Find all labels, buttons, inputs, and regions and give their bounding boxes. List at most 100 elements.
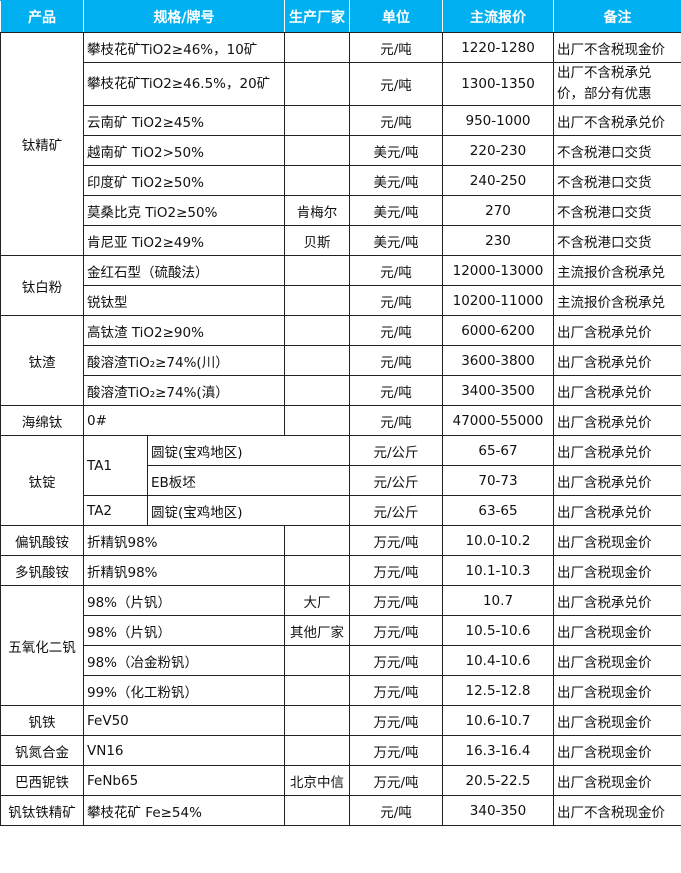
note-cell: 出厂含税现金价 [553,735,681,766]
price-cell: 220-230 [442,135,554,166]
price-cell: 950-1000 [442,105,554,136]
maker-cell: 北京中信 [284,765,350,796]
unit-cell: 元/公斤 [349,465,443,496]
note-cell: 不含税港口交货 [553,195,681,226]
spec-cell: 印度矿 TiO2≥50% [83,165,285,196]
price-cell: 12000-13000 [442,255,554,286]
note-cell: 出厂含税现金价 [553,645,681,676]
price-cell: 47000-55000 [442,405,554,436]
table-row: 云南矿 TiO2≥45% 元/吨 950-1000 出厂不含税承兑价 [1,105,681,136]
spec-cell: 酸溶渣TiO₂≥74%(滇） [83,375,285,406]
note-cell: 出厂含税现金价 [553,705,681,736]
table-row: 钒钛铁精矿 攀枝花矿 Fe≥54% 元/吨 340-350 出厂不含税现金价 [0,795,681,826]
price-cell: 65-67 [442,435,554,466]
price-cell: 10.1-10.3 [442,555,554,586]
table-row: 肯尼亚 TiO2≥49% 贝斯 美元/吨 230 不含税港口交货 [1,225,681,256]
price-cell: 12.5-12.8 [442,675,554,706]
maker-cell: 其他厂家 [284,615,350,646]
maker-cell: 贝斯 [284,225,350,256]
table-row: 多钒酸铵 折精钒98% 万元/吨 10.1-10.3 出厂含税现金价 [0,555,681,586]
table-row: 巴西铌铁 FeNb65 北京中信 万元/吨 20.5-22.5 出厂含税现金价 [0,765,681,796]
spec-cell: FeNb65 [83,765,285,796]
maker-cell [284,32,350,63]
spec-cell: EB板坯 [147,465,350,496]
note-cell: 出厂含税承兑价 [553,465,681,496]
unit-cell: 元/吨 [349,315,443,346]
maker-cell [284,705,350,736]
unit-cell: 元/吨 [349,285,443,316]
note-cell: 出厂含税承兑价 [553,405,681,436]
note-cell: 出厂含税现金价 [553,525,681,556]
spec-cell: 攀枝花矿TiO2≥46.5%，20矿 [83,62,285,106]
maker-cell [284,795,350,826]
table-row: 海绵钛 0# 元/吨 47000-55000 出厂含税承兑价 [0,405,681,436]
unit-cell: 万元/吨 [349,705,443,736]
price-cell: 6000-6200 [442,315,554,346]
note-cell: 出厂含税承兑价 [553,315,681,346]
spec-cell: 98%（冶金粉钒） [83,645,285,676]
price-cell: 10.5-10.6 [442,615,554,646]
note-cell: 主流报价含税承兑 [553,285,681,316]
column-header: 产品 [0,0,84,33]
maker-cell [284,285,350,316]
table-row: 酸溶渣TiO₂≥74%(川） 元/吨 3600-3800 出厂含税承兑价 [1,345,681,376]
price-cell: 10.0-10.2 [442,525,554,556]
column-header: 主流报价 [442,0,554,33]
price-cell: 1220-1280 [442,32,554,63]
price-cell: 16.3-16.4 [442,735,554,766]
note-cell: 不含税港口交货 [553,225,681,256]
product-cell: 钒钛铁精矿 [0,795,84,826]
unit-cell: 元/吨 [349,255,443,286]
spec-cell: 酸溶渣TiO₂≥74%(川） [83,345,285,376]
column-header: 规格/牌号 [83,0,285,33]
table-row: 98%（冶金粉钒） 万元/吨 10.4-10.6 出厂含税现金价 [1,645,681,676]
unit-cell: 元/公斤 [349,495,443,526]
price-cell: 63-65 [442,495,554,526]
note-cell: 出厂含税承兑价 [553,585,681,616]
price-cell: 20.5-22.5 [442,765,554,796]
note-cell: 出厂含税现金价 [553,675,681,706]
note-cell: 出厂不含税现金价 [553,795,681,826]
unit-cell: 万元/吨 [349,555,443,586]
table-row: 攀枝花矿TiO2≥46.5%，20矿 元/吨 1300-1350 出厂不含税承兑价，部… [1,62,681,106]
table-row: TA2 圆锭(宝鸡地区) 元/公斤 63-65 出厂含税承兑价 [1,495,681,526]
unit-cell: 元/吨 [349,345,443,376]
unit-cell: 万元/吨 [349,645,443,676]
table-row: 钒氮合金 VN16 万元/吨 16.3-16.4 出厂含税现金价 [0,735,681,766]
product-cell: 五氧化二钒 [0,585,84,706]
unit-cell: 元/吨 [349,375,443,406]
note-cell: 出厂不含税承兑价，部分有优惠 [553,62,681,106]
maker-cell [284,165,350,196]
table-row: 偏钒酸铵 折精钒98% 万元/吨 10.0-10.2 出厂含税现金价 [0,525,681,556]
unit-cell: 元/吨 [349,105,443,136]
product-cell: 钛渣 [0,315,84,406]
spec-cell: 莫桑比克 TiO2≥50% [83,195,285,226]
product-cell: 钛锭 [0,435,84,526]
note-cell: 出厂含税现金价 [553,765,681,796]
spec-cell: 锐钛型 [83,285,285,316]
spec-cell: 高钛渣 TiO2≥90% [83,315,285,346]
unit-cell: 美元/吨 [349,225,443,256]
maker-cell: 肯梅尔 [284,195,350,226]
table-row: 莫桑比克 TiO2≥50% 肯梅尔 美元/吨 270 不含税港口交货 [1,195,681,226]
product-cell: 钛白粉 [0,255,84,316]
note-cell: 出厂含税承兑价 [553,495,681,526]
price-cell: 240-250 [442,165,554,196]
note-cell: 出厂含税承兑价 [553,435,681,466]
spec-cell: 肯尼亚 TiO2≥49% [83,225,285,256]
maker-cell [284,735,350,766]
maker-cell [284,645,350,676]
note-cell: 出厂不含税现金价 [553,32,681,63]
unit-cell: 元/公斤 [349,435,443,466]
table-row: EB板坯 元/公斤 70-73 出厂含税承兑价 [1,465,681,496]
spec-cell: 攀枝花矿 Fe≥54% [83,795,285,826]
spec-cell: 金红石型（硫酸法） [83,255,285,286]
table-row: 越南矿 TiO2>50% 美元/吨 220-230 不含税港口交货 [1,135,681,166]
maker-cell [284,345,350,376]
maker-cell [284,675,350,706]
table-row: 钛渣 高钛渣 TiO2≥90% 元/吨 6000-6200 出厂含税承兑价 [0,315,681,406]
note-cell: 不含税港口交货 [553,135,681,166]
maker-cell [284,255,350,286]
unit-cell: 万元/吨 [349,735,443,766]
product-cell: 多钒酸铵 [0,555,84,586]
